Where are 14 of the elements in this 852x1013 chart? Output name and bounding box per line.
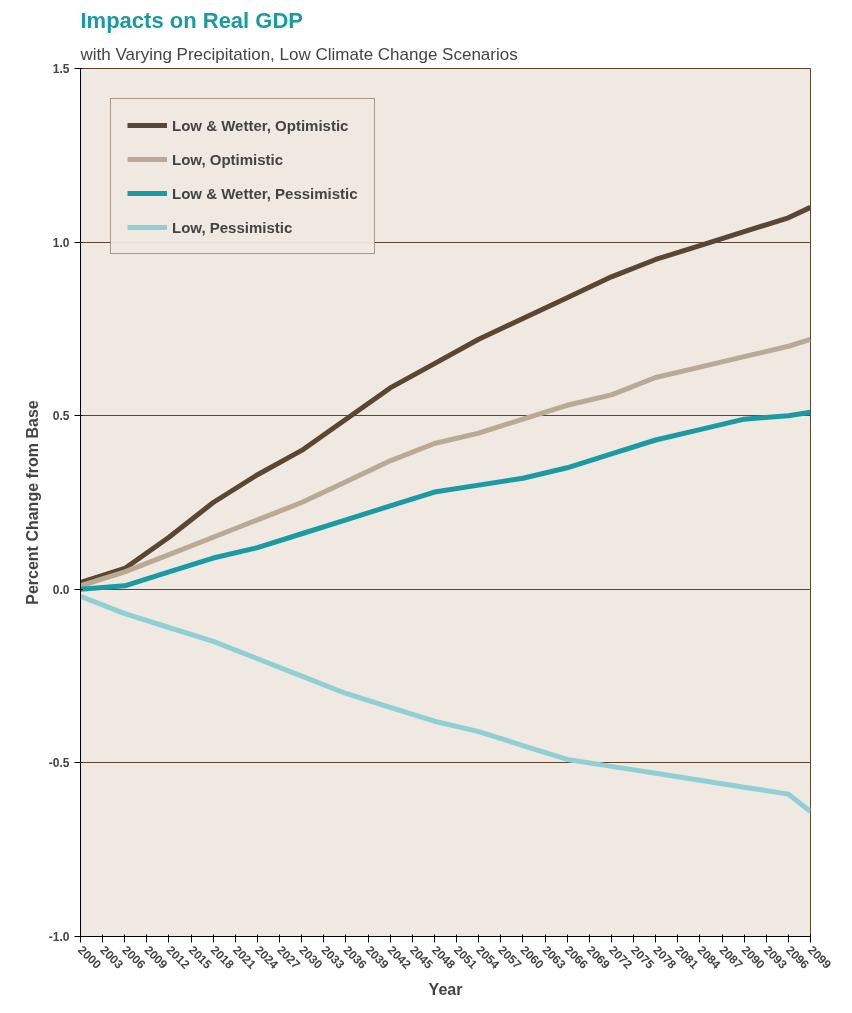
y-tick-label: 0.5 bbox=[52, 409, 70, 424]
legend-label: Low, Optimistic bbox=[172, 150, 284, 168]
y-tick-label: 1.5 bbox=[52, 62, 70, 76]
legend-label: Low, Pessimistic bbox=[172, 218, 293, 236]
y-tick-label: -1.0 bbox=[48, 930, 70, 944]
y-tick-label: 0.0 bbox=[52, 582, 70, 597]
x-axis-title: Year bbox=[428, 980, 463, 998]
y-tick-label: -0.5 bbox=[48, 756, 70, 771]
y-axis-title: Percent Change from Base bbox=[23, 400, 41, 605]
y-tick-label: 1.0 bbox=[52, 235, 70, 250]
legend-label: Low & Wetter, Optimistic bbox=[172, 116, 349, 134]
chart-title: Impacts on Real GDP bbox=[80, 7, 304, 33]
chart-subtitle: with Varying Precipitation, Low Climate Change Scenarios bbox=[79, 44, 518, 64]
legend-label: Low & Wetter, Pessimistic bbox=[172, 184, 358, 202]
